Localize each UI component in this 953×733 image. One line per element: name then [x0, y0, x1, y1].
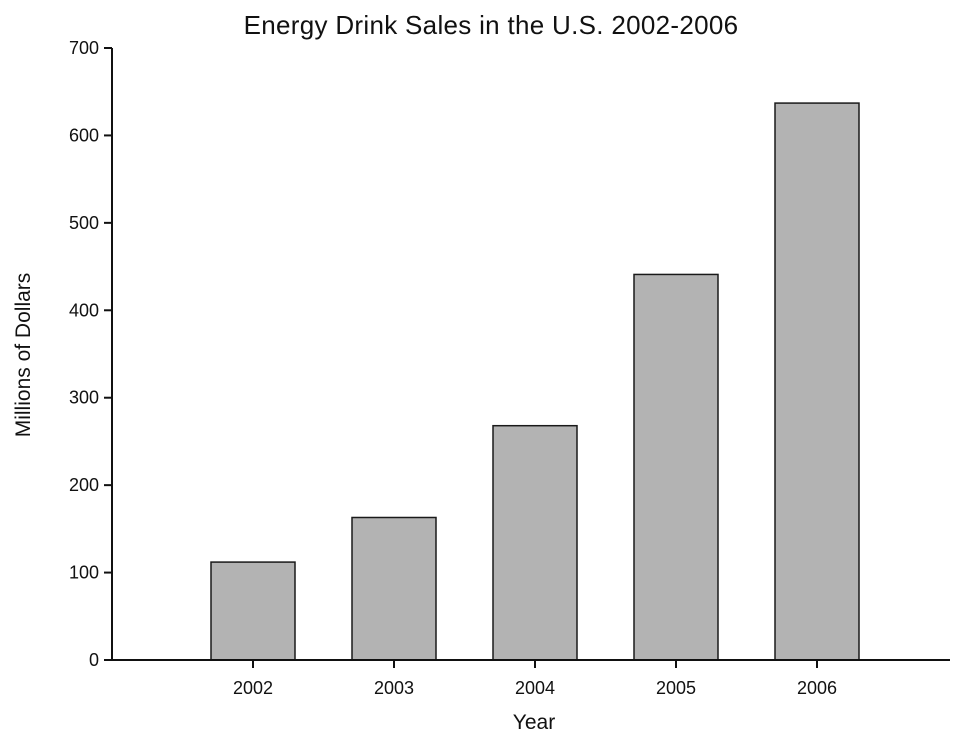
chart-title: Energy Drink Sales in the U.S. 2002-2006: [244, 10, 739, 40]
bar-2002: [210, 561, 296, 661]
y-tick-label-700: 700: [69, 38, 99, 58]
y-tick-label-100: 100: [69, 563, 99, 583]
y-axis-title-group: Millions of Dollars: [12, 273, 35, 438]
bar-2005: [633, 273, 719, 661]
x-tick-label-2004: 2004: [515, 678, 555, 698]
y-axis-title: Millions of Dollars: [12, 273, 35, 438]
y-tick-label-200: 200: [69, 475, 99, 495]
bar-2004: [492, 424, 578, 661]
x-axis: 2002 2003 2004 2005 2006: [112, 659, 950, 698]
y-tick-label-400: 400: [69, 300, 99, 320]
y-tick-label-500: 500: [69, 213, 99, 233]
x-tick-label-2005: 2005: [656, 678, 696, 698]
y-axis: 0 100 200 300 400 500 600 700: [69, 38, 113, 670]
x-tick-label-2002: 2002: [233, 678, 273, 698]
x-tick-label-2006: 2006: [797, 678, 837, 698]
x-axis-title: Year: [513, 711, 555, 733]
y-tick-label-600: 600: [69, 125, 99, 145]
y-tick-label-300: 300: [69, 388, 99, 408]
bar-2006: [774, 102, 860, 661]
bars-group: [210, 102, 860, 661]
x-tick-label-2003: 2003: [374, 678, 414, 698]
bar-2003: [351, 516, 437, 661]
y-tick-label-0: 0: [89, 650, 99, 670]
